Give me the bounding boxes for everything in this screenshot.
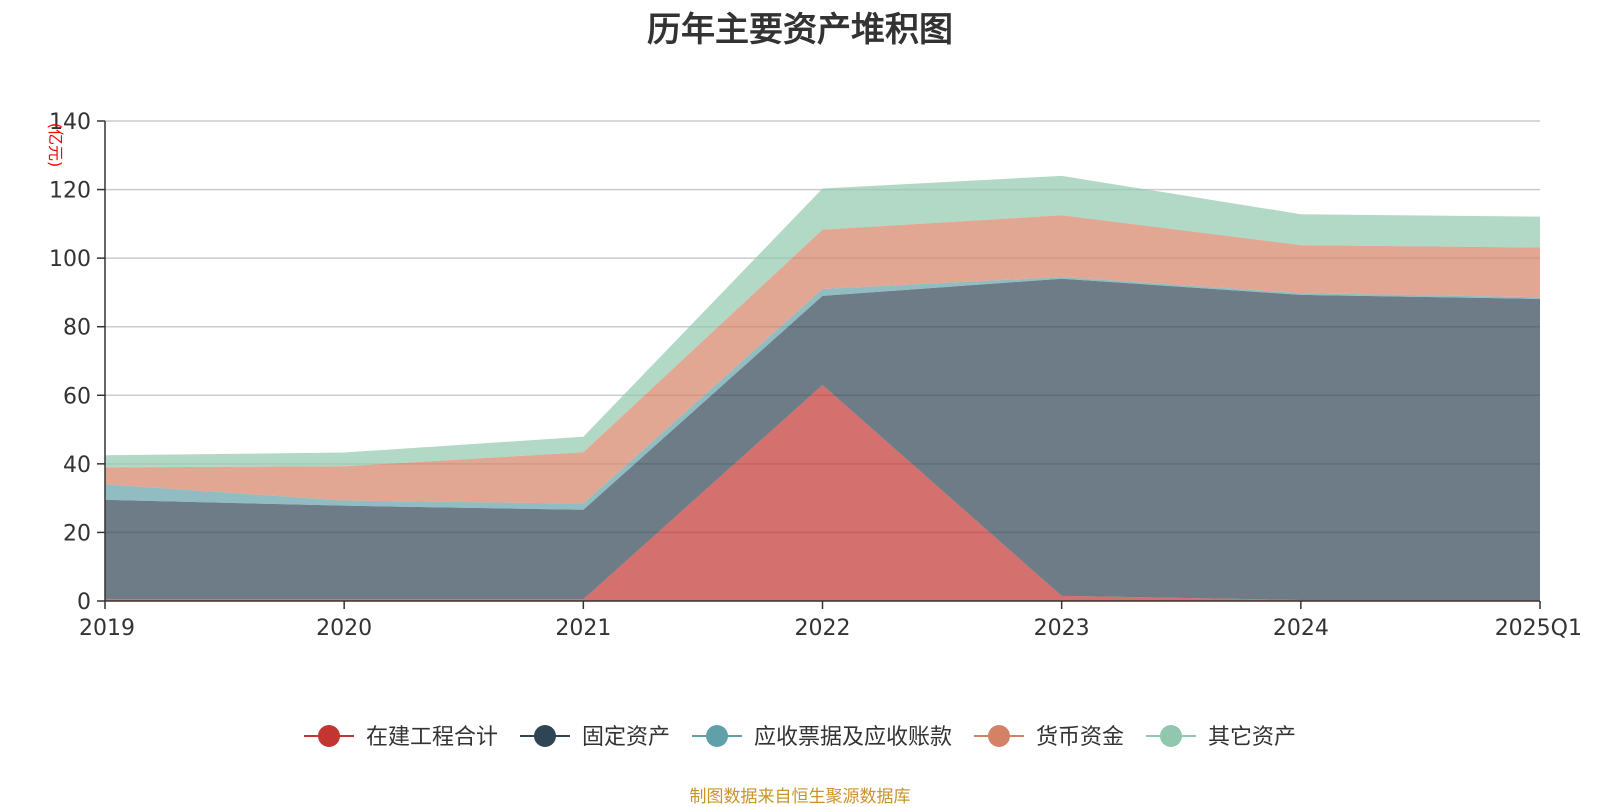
axes: 0 20 40 60 80 100 120 140 2019 2020 2021 2022 2023 20…	[46, 110, 1582, 641]
y-tick-label: 100	[49, 247, 91, 272]
area-series-0	[105, 385, 1540, 601]
area-series-3	[105, 215, 1540, 504]
x-tick-label: 2025Q1	[1495, 616, 1582, 641]
legend-item-3[interactable]: 货币资金	[974, 725, 1124, 750]
y-tick-label: 140	[49, 110, 91, 135]
y-tick-label: 80	[63, 316, 91, 341]
legend-circle-icon	[1160, 725, 1182, 747]
legend-label: 货币资金	[1036, 725, 1124, 750]
legend-item-1[interactable]: 固定资产	[520, 725, 670, 750]
legend-circle-icon	[988, 725, 1010, 747]
legend-item-2[interactable]: 应收票据及应收账款	[692, 725, 952, 750]
chart-title: 历年主要资产堆积图	[647, 10, 953, 50]
legend-circle-icon	[318, 725, 340, 747]
legend-label: 其它资产	[1208, 725, 1296, 750]
source-note: 制图数据来自恒生聚源数据库	[689, 787, 911, 807]
legend-circle-icon	[706, 725, 728, 747]
area-series-1	[105, 278, 1540, 600]
legend-circle-icon	[534, 725, 556, 747]
y-tick-label: 60	[63, 384, 91, 409]
legend-item-4[interactable]: 其它资产	[1146, 725, 1296, 750]
x-tick-label: 2021	[555, 616, 611, 641]
y-axis-unit-label: (亿元)	[46, 123, 65, 168]
y-tick-label: 0	[77, 590, 91, 615]
x-tick-label: 2020	[316, 616, 372, 641]
legend-label: 固定资产	[582, 725, 670, 750]
x-tick-label: 2024	[1273, 616, 1329, 641]
x-tick-label: 2023	[1034, 616, 1090, 641]
stacked-areas	[105, 175, 1540, 601]
legend-label: 应收票据及应收账款	[754, 725, 952, 750]
y-tick-label: 20	[63, 521, 91, 546]
x-tick-label: 2022	[795, 616, 851, 641]
y-tick-label: 40	[63, 453, 91, 478]
legend-label: 在建工程合计	[366, 725, 498, 750]
legend[interactable]: 在建工程合计 固定资产 应收票据及应收账款 货币资金 其它资产	[304, 725, 1296, 750]
legend-item-0[interactable]: 在建工程合计	[304, 725, 498, 750]
y-tick-label: 120	[49, 179, 91, 204]
x-tick-label: 2019	[79, 616, 135, 641]
